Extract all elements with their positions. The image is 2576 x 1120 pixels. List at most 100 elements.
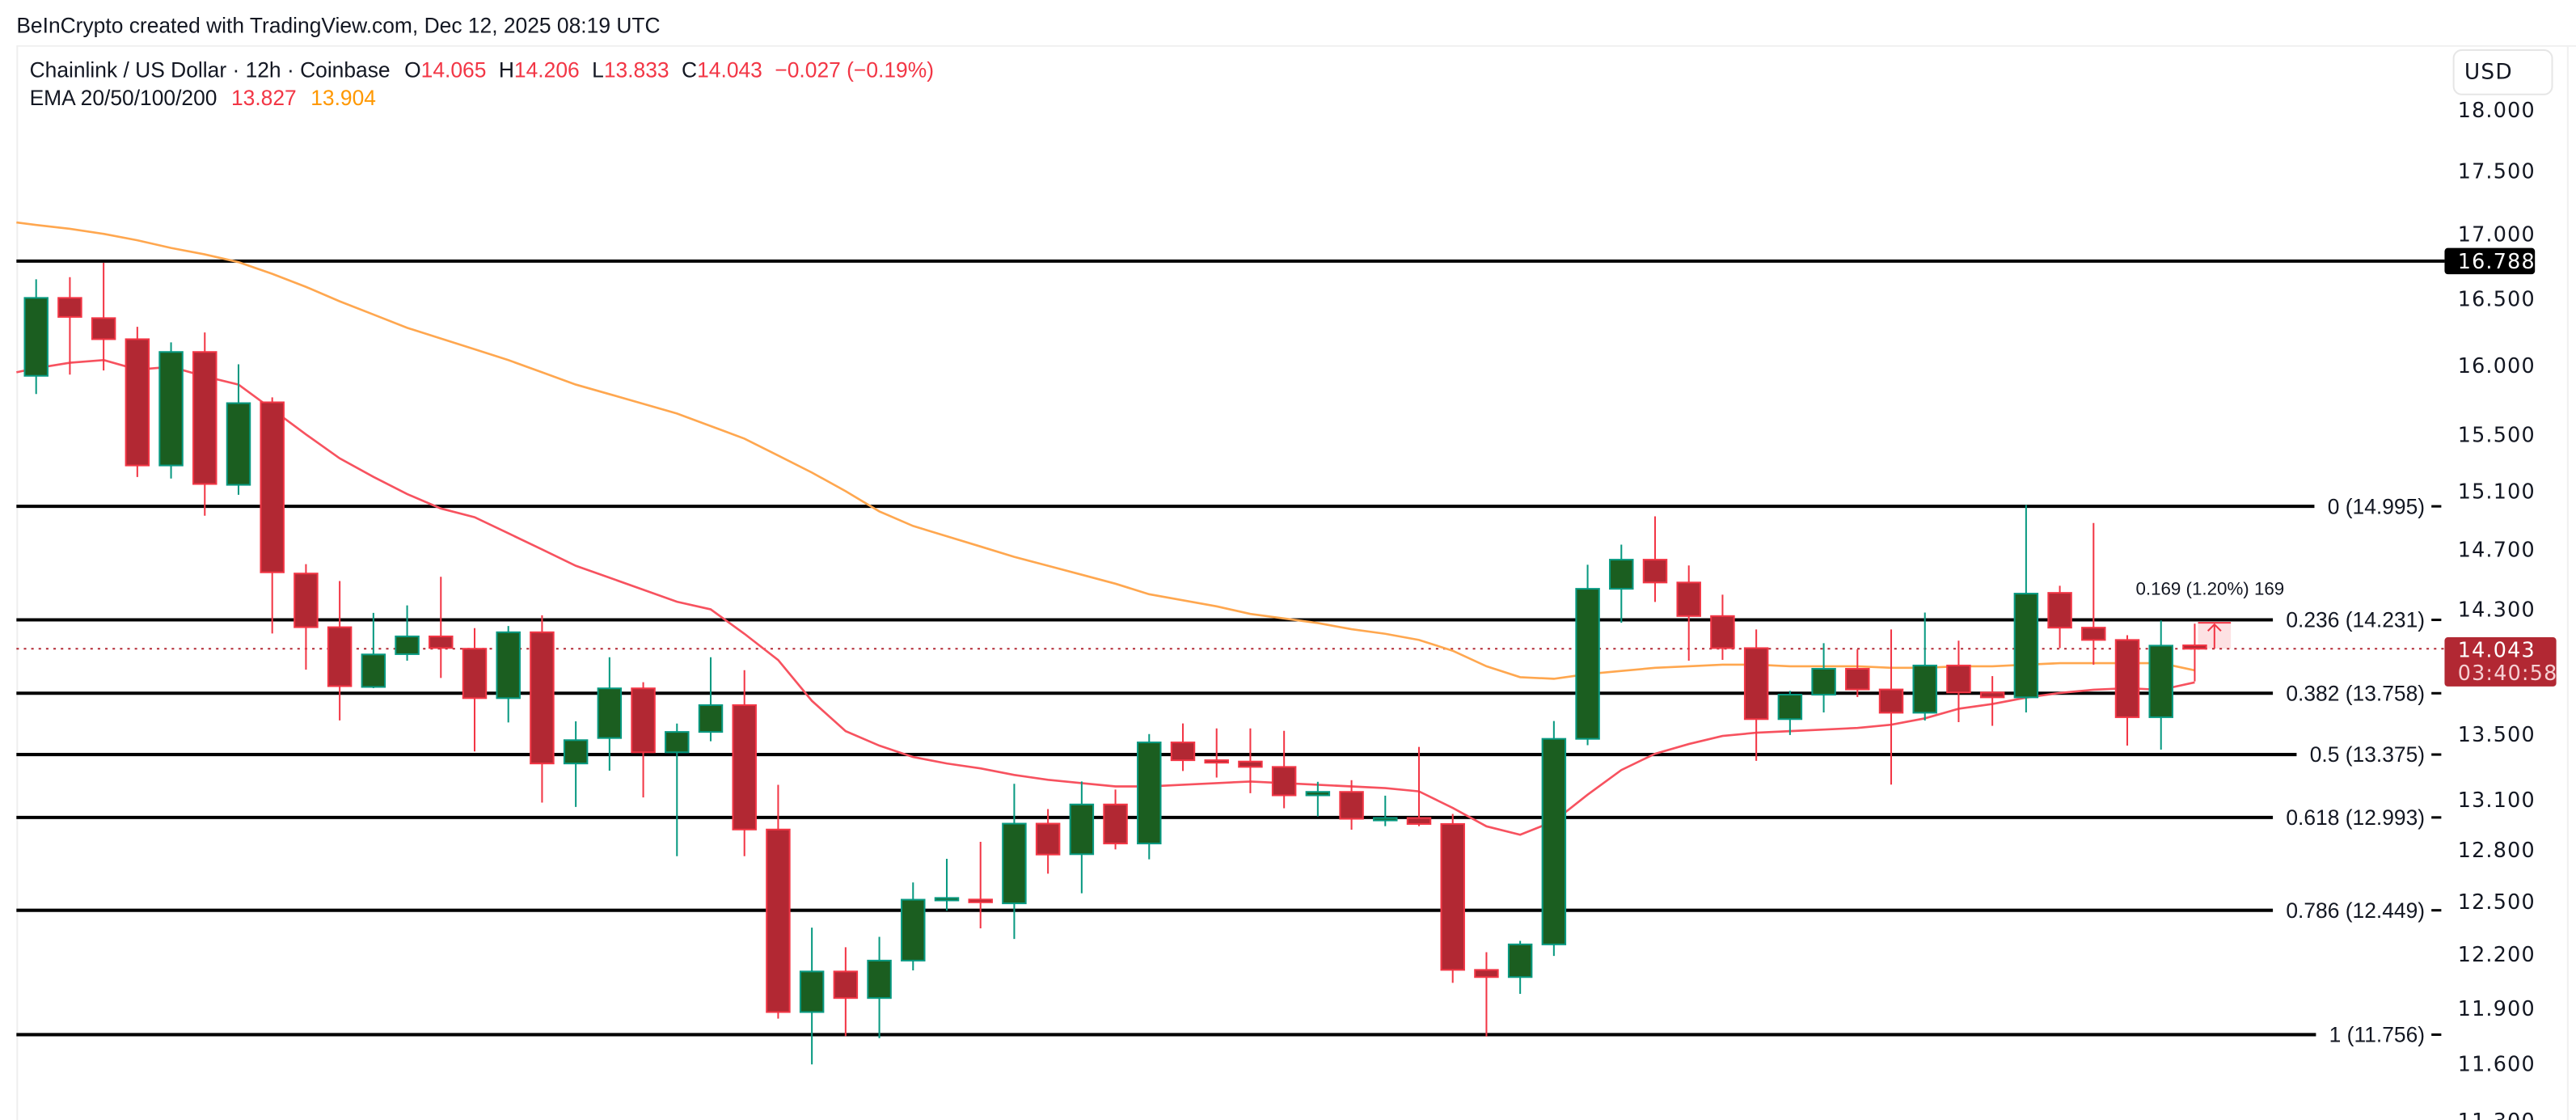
candle[interactable]: [2148, 620, 2173, 750]
candle[interactable]: [1170, 723, 1196, 771]
candle[interactable]: [1204, 728, 1229, 778]
candle[interactable]: [91, 262, 116, 371]
candle[interactable]: [1676, 565, 1701, 661]
candle[interactable]: [1642, 516, 1668, 602]
candle[interactable]: [226, 364, 251, 495]
candle[interactable]: [1507, 940, 1533, 995]
candle[interactable]: [462, 628, 488, 752]
candle[interactable]: [1271, 730, 1297, 809]
candle-body: [1845, 667, 1870, 691]
candle[interactable]: [732, 670, 757, 856]
candle[interactable]: [1238, 728, 1263, 793]
price-tick-label: 12.200: [2458, 942, 2536, 966]
candle[interactable]: [260, 397, 285, 634]
candle-body: [833, 970, 859, 1000]
candle[interactable]: [1743, 629, 1769, 761]
candle-body: [91, 317, 116, 340]
candle[interactable]: [530, 615, 555, 803]
candle[interactable]: [158, 342, 184, 479]
close-value: 14.043: [697, 57, 762, 82]
candle[interactable]: [1069, 781, 1095, 894]
candle[interactable]: [631, 682, 656, 798]
candle[interactable]: [1373, 795, 1398, 826]
candle[interactable]: [192, 332, 217, 516]
candle[interactable]: [1609, 544, 1634, 623]
candle[interactable]: [1035, 809, 1061, 874]
candle[interactable]: [901, 882, 926, 971]
candle-body: [361, 653, 386, 688]
candle[interactable]: [361, 612, 386, 689]
candle[interactable]: [23, 279, 49, 395]
price-axis[interactable]: 18.000 17.500 17.000 16.500 16.000 15.500 15.1…: [2444, 98, 2557, 1120]
currency-button-label[interactable]: USD: [2464, 59, 2513, 84]
candle[interactable]: [2081, 522, 2106, 665]
candle[interactable]: [698, 657, 724, 742]
candle[interactable]: [1406, 746, 1432, 826]
candle-body: [1305, 791, 1331, 797]
candle[interactable]: [293, 564, 319, 670]
candle[interactable]: [2182, 623, 2207, 682]
candle[interactable]: [1777, 691, 1803, 735]
candle-body: [799, 970, 825, 1013]
candle[interactable]: [125, 327, 150, 477]
price-tick-label: 14.300: [2458, 598, 2536, 622]
symbol-title[interactable]: Chainlink / US Dollar · 12h · Coinbase: [30, 57, 391, 82]
candle[interactable]: [799, 928, 825, 1065]
fib-label-0: 0 (14.995): [2328, 494, 2425, 518]
candle[interactable]: [1440, 814, 1465, 983]
candle[interactable]: [327, 581, 353, 721]
candle[interactable]: [968, 841, 993, 928]
candle-body: [1373, 817, 1398, 822]
candle[interactable]: [57, 277, 82, 375]
candle[interactable]: [2047, 585, 2072, 649]
candle[interactable]: [833, 947, 859, 1037]
candle[interactable]: [1002, 784, 1027, 940]
candle[interactable]: [1103, 789, 1128, 850]
measure-arrowhead-icon: [2206, 623, 2222, 632]
candle[interactable]: [1305, 781, 1331, 817]
candle[interactable]: [496, 626, 521, 723]
ema-indicator-title[interactable]: EMA 20/50/100/200: [30, 86, 217, 110]
candle[interactable]: [1878, 629, 1904, 785]
candle[interactable]: [1474, 952, 1499, 1037]
candle-body: [665, 731, 690, 754]
candle[interactable]: [1946, 640, 1971, 723]
fib-label-0.236: 0.236 (14.231): [2286, 608, 2425, 632]
current-price-text: 14.043: [2458, 637, 2536, 661]
currency-button-frame[interactable]: [2452, 49, 2553, 95]
candle[interactable]: [766, 784, 791, 1019]
candle[interactable]: [1845, 649, 1870, 697]
candle[interactable]: [1710, 594, 1735, 661]
candle[interactable]: [1541, 721, 1567, 957]
fib-label-0.786: 0.786 (12.449): [2286, 898, 2425, 923]
candle[interactable]: [1137, 733, 1162, 860]
candle[interactable]: [395, 605, 420, 661]
candle[interactable]: [2114, 635, 2140, 746]
candle-body: [496, 631, 521, 699]
candle-body: [429, 635, 454, 649]
candle[interactable]: [934, 858, 960, 911]
candle-body: [23, 297, 49, 377]
candle[interactable]: [867, 936, 892, 1038]
open-label: O: [404, 57, 421, 82]
candle[interactable]: [2013, 505, 2039, 712]
candle[interactable]: [1811, 643, 1836, 712]
candle-body: [2081, 627, 2106, 641]
candle[interactable]: [429, 577, 454, 678]
candle[interactable]: [597, 657, 623, 771]
candle[interactable]: [1912, 612, 1937, 721]
candle[interactable]: [563, 721, 589, 807]
candle-body: [1811, 667, 1836, 696]
candle-body: [260, 401, 285, 573]
candle[interactable]: [665, 723, 690, 856]
currency-button[interactable]: USD: [2452, 49, 2553, 95]
candle[interactable]: [1575, 564, 1600, 746]
candle-body: [1777, 694, 1803, 721]
bar-countdown-text: 03:40:58: [2458, 661, 2558, 685]
candle[interactable]: [1339, 780, 1364, 830]
candle-body: [934, 897, 960, 902]
drawings-layer: 0 (14.995) 0.236 (14.231) 0.382 (13.758) 0.…: [16, 259, 2445, 1047]
candle[interactable]: [1979, 676, 2005, 726]
candle-body: [901, 898, 926, 962]
